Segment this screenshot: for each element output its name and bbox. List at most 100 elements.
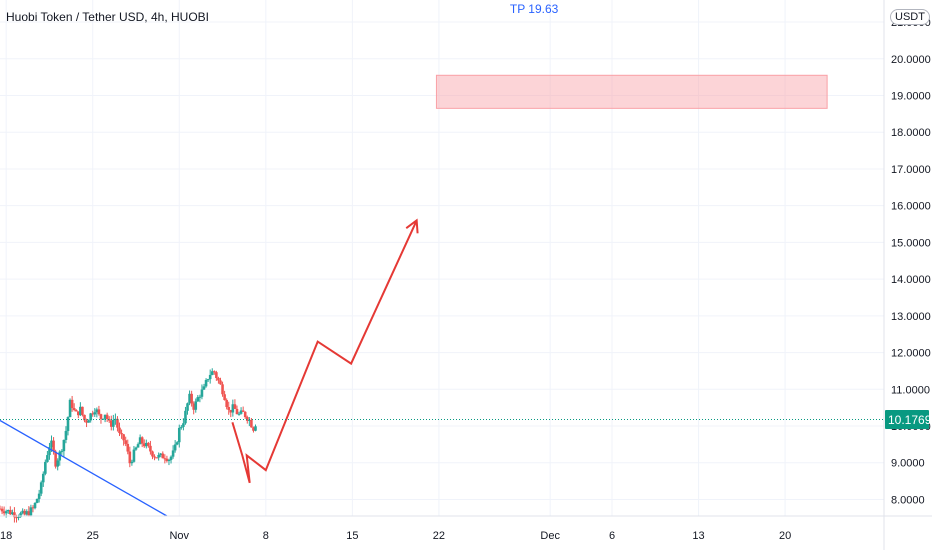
- candle-body: [13, 512, 16, 518]
- candle-body: [161, 453, 165, 459]
- candle-body: [177, 427, 181, 443]
- price-axis[interactable]: 8.00009.000010.000011.000012.000013.0000…: [883, 0, 931, 550]
- candle-body: [120, 433, 123, 435]
- candle-body: [254, 426, 257, 431]
- candle-body: [227, 407, 231, 410]
- x-tick-label: Dec: [540, 530, 560, 542]
- candle-body: [4, 511, 8, 514]
- y-tick-label: 14.0000: [891, 274, 931, 286]
- candle-body: [37, 493, 41, 499]
- candle-body: [122, 434, 125, 441]
- candle-body: [163, 458, 167, 460]
- candle-body: [60, 451, 64, 453]
- candle-body: [52, 440, 55, 452]
- x-tick-label: 25: [87, 530, 99, 542]
- x-tick-label: 20: [779, 530, 791, 542]
- candle-body: [70, 399, 74, 409]
- candle-body: [208, 374, 212, 380]
- candle-body: [157, 454, 160, 458]
- candle-body: [39, 482, 43, 494]
- candle-body: [171, 450, 175, 457]
- candle-body: [237, 413, 241, 415]
- candle-body: [109, 420, 113, 427]
- candle-body: [56, 460, 59, 467]
- candle-body: [62, 439, 66, 452]
- candle-body: [132, 449, 136, 462]
- candle-body: [155, 457, 158, 459]
- candle-body: [243, 411, 247, 418]
- candle-body: [114, 418, 117, 420]
- y-tick-label: 18.0000: [891, 127, 931, 139]
- y-tick-label: 15.0000: [891, 237, 931, 249]
- candle-body: [21, 510, 24, 514]
- candle-body: [27, 511, 31, 516]
- candle-body: [136, 444, 140, 448]
- x-tick-label: 15: [346, 530, 358, 542]
- candle-body: [83, 414, 86, 421]
- candle-body: [77, 411, 80, 416]
- target-zone-box[interactable]: [435, 74, 828, 109]
- candle-body: [50, 440, 53, 448]
- y-tick-label: 17.0000: [891, 164, 931, 176]
- y-tick-label: 9.0000: [891, 458, 925, 470]
- grid-lines: [0, 0, 884, 516]
- candle-body: [93, 412, 97, 415]
- candle-body: [11, 512, 14, 515]
- y-tick-label: 16.0000: [891, 201, 931, 213]
- candle-body: [46, 455, 49, 462]
- trendline[interactable]: [0, 419, 168, 517]
- candle-body: [116, 418, 119, 428]
- current-price-label: 10.1769: [888, 413, 932, 427]
- candle-body: [250, 419, 253, 428]
- candle-body: [252, 427, 255, 431]
- candle-body: [17, 516, 20, 518]
- candle-body: [79, 406, 82, 416]
- currency-badge[interactable]: USDT: [890, 9, 930, 25]
- candle-body: [101, 418, 105, 420]
- candle-body: [206, 379, 210, 381]
- candle-body: [165, 458, 169, 462]
- candle-body: [54, 451, 57, 467]
- candle-body: [41, 473, 45, 483]
- candle-body: [190, 393, 193, 404]
- candle-body: [173, 444, 177, 451]
- candle-body: [89, 413, 92, 421]
- candle-body: [72, 408, 76, 411]
- candle-body: [99, 414, 103, 419]
- candle-body: [48, 447, 51, 456]
- candle-body: [153, 456, 156, 458]
- candle-body: [134, 447, 138, 450]
- candle-body: [31, 507, 35, 509]
- x-tick-label: 22: [433, 530, 445, 542]
- candle-body: [194, 401, 198, 410]
- drawing-lines[interactable]: [0, 218, 419, 517]
- y-tick-label: 20.0000: [891, 54, 931, 66]
- y-tick-label: 19.0000: [891, 90, 931, 102]
- candle-body: [97, 409, 101, 415]
- projection-arrowhead: [405, 218, 419, 234]
- candle-body: [229, 409, 233, 413]
- time-axis[interactable]: 18 25 Nov 8 15 22 Dec 6 13 20: [0, 515, 932, 542]
- candle-body: [128, 451, 132, 464]
- candle-body: [6, 509, 10, 512]
- candle-body: [29, 507, 33, 516]
- current-price-tag: 10.1769: [885, 410, 932, 430]
- candle-body: [248, 419, 251, 421]
- candle-body: [33, 502, 37, 509]
- candle-body: [145, 442, 148, 447]
- candle-body: [23, 510, 27, 515]
- candle-body: [219, 380, 222, 385]
- candle-body: [223, 394, 226, 401]
- projection-path[interactable]: [231, 219, 418, 484]
- candle-body: [103, 414, 107, 419]
- candle-body: [64, 430, 68, 440]
- candle-body: [112, 419, 115, 427]
- x-tick-label: Nov: [169, 530, 189, 542]
- candle-body: [138, 437, 142, 445]
- candle-body: [159, 453, 163, 455]
- candle-body: [2, 511, 6, 514]
- tp-label[interactable]: TP 19.63: [510, 2, 559, 16]
- candle-body: [130, 461, 134, 464]
